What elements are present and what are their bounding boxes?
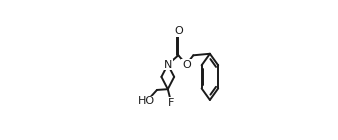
Text: O: O: [174, 26, 183, 36]
Text: O: O: [182, 60, 191, 70]
Text: N: N: [164, 60, 172, 70]
Text: F: F: [168, 98, 174, 108]
Text: HO: HO: [138, 96, 155, 107]
